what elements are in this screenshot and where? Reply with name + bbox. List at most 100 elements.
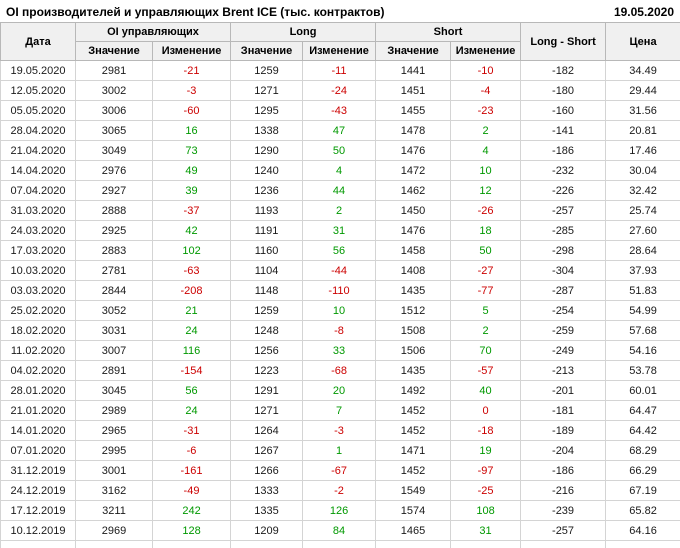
long-change-cell: -110 [302, 280, 377, 301]
short-change-cell: 10 [450, 160, 522, 181]
empty-cell [151, 540, 232, 548]
oi-value-cell: 2927 [75, 180, 153, 201]
date-cell: 03.03.2020 [0, 280, 76, 301]
table-row: 19.05.2020 2981 -21 1259 -11 1441 -10 -182 34.49 [0, 60, 680, 81]
date-cell: 21.01.2020 [0, 400, 76, 421]
long-change-cell: 126 [302, 500, 377, 521]
long-short-cell: -141 [520, 120, 607, 141]
long-change-cell: 44 [302, 180, 377, 201]
table-row: 17.03.2020 2883 102 1160 56 1458 50 -298 28.64 [0, 240, 680, 261]
price-cell: 17.46 [605, 140, 680, 161]
long-change-cell: 7 [302, 400, 377, 421]
oi-value-cell: 2891 [75, 360, 153, 381]
table-row: 07.01.2020 2995 -6 1267 1 1471 19 -204 68.29 [0, 440, 680, 461]
price-cell: 27.60 [605, 220, 680, 241]
short-change-cell: 12 [450, 180, 522, 201]
short-change-cell: 2 [450, 120, 522, 141]
oi-change-cell: -31 [151, 420, 232, 441]
col-header-date: Дата [0, 22, 76, 61]
oi-value-cell: 3052 [75, 300, 153, 321]
empty-cell [0, 540, 76, 548]
price-cell: 66.29 [605, 460, 680, 481]
col-subheader-long-change: Изменение [302, 41, 377, 61]
date-cell: 19.05.2020 [0, 60, 76, 81]
short-value-cell: 1549 [375, 480, 452, 501]
oi-change-cell: 24 [151, 400, 232, 421]
long-value-cell: 1104 [230, 260, 304, 281]
oi-value-cell: 2995 [75, 440, 153, 461]
price-cell: 57.68 [605, 320, 680, 341]
long-short-cell: -304 [520, 260, 607, 281]
long-short-cell: -249 [520, 340, 607, 361]
short-change-cell: 31 [450, 520, 522, 541]
long-change-cell: 50 [302, 140, 377, 161]
col-group-long: Long [230, 22, 377, 42]
short-change-cell: -57 [450, 360, 522, 381]
table-row: 18.02.2020 3031 24 1248 -8 1508 2 -259 57.68 [0, 320, 680, 341]
empty-cell [520, 540, 607, 548]
oi-change-cell: -60 [151, 100, 232, 121]
table-row: 10.12.2019 2969 128 1209 84 1465 31 -257 64.16 [0, 520, 680, 541]
short-value-cell: 1512 [375, 300, 452, 321]
date-cell: 04.02.2020 [0, 360, 76, 381]
oi-value-cell: 2969 [75, 520, 153, 541]
long-short-cell: -186 [520, 140, 607, 161]
date-cell: 28.01.2020 [0, 380, 76, 401]
price-cell: 20.81 [605, 120, 680, 141]
long-value-cell: 1266 [230, 460, 304, 481]
oi-value-cell: 3049 [75, 140, 153, 161]
long-value-cell: 1271 [230, 400, 304, 421]
long-change-cell: 47 [302, 120, 377, 141]
short-change-cell: -10 [450, 60, 522, 81]
price-cell: 30.04 [605, 160, 680, 181]
col-subheader-oi-value: Значение [75, 41, 153, 61]
date-cell: 21.04.2020 [0, 140, 76, 161]
price-cell: 68.29 [605, 440, 680, 461]
short-value-cell: 1506 [375, 340, 452, 361]
long-change-cell: -11 [302, 60, 377, 81]
short-value-cell: 1451 [375, 80, 452, 101]
date-cell: 14.04.2020 [0, 160, 76, 181]
long-value-cell: 1271 [230, 80, 304, 101]
short-value-cell: 1408 [375, 260, 452, 281]
long-change-cell: 2 [302, 200, 377, 221]
price-cell: 53.78 [605, 360, 680, 381]
long-value-cell: 1335 [230, 500, 304, 521]
long-change-cell: -67 [302, 460, 377, 481]
oi-change-cell: 16 [151, 120, 232, 141]
table-row: 31.12.2019 3001 -161 1266 -67 1452 -97 -186 66.2… [0, 460, 680, 481]
date-cell: 25.02.2020 [0, 300, 76, 321]
long-value-cell: 1148 [230, 280, 304, 301]
price-cell: 64.16 [605, 520, 680, 541]
short-value-cell: 1435 [375, 360, 452, 381]
date-cell: 05.05.2020 [0, 100, 76, 121]
oi-change-cell: 21 [151, 300, 232, 321]
long-short-cell: -285 [520, 220, 607, 241]
long-value-cell: 1291 [230, 380, 304, 401]
date-cell: 10.03.2020 [0, 260, 76, 281]
long-short-cell: -180 [520, 80, 607, 101]
short-value-cell: 1574 [375, 500, 452, 521]
short-change-cell: 2 [450, 320, 522, 341]
oi-value-cell: 2781 [75, 260, 153, 281]
table-row: 03.03.2020 2844 -208 1148 -110 1435 -77 -287 51.… [0, 280, 680, 301]
col-subheader-short-change: Изменение [450, 41, 522, 61]
oi-value-cell: 3045 [75, 380, 153, 401]
oi-change-cell: -37 [151, 200, 232, 221]
oi-value-cell: 3007 [75, 340, 153, 361]
oi-value-cell: 3006 [75, 100, 153, 121]
long-value-cell: 1193 [230, 200, 304, 221]
date-cell: 31.12.2019 [0, 460, 76, 481]
date-cell: 24.12.2019 [0, 480, 76, 501]
table-row: 28.04.2020 3065 16 1338 47 1478 2 -141 20.81 [0, 120, 680, 141]
table-row: 14.01.2020 2965 -31 1264 -3 1452 -18 -189 64.42 [0, 420, 680, 441]
oi-change-cell: 102 [151, 240, 232, 261]
long-value-cell: 1240 [230, 160, 304, 181]
table-row: 14.04.2020 2976 49 1240 4 1472 10 -232 30.04 [0, 160, 680, 181]
short-value-cell: 1508 [375, 320, 452, 341]
short-value-cell: 1450 [375, 200, 452, 221]
long-change-cell: 20 [302, 380, 377, 401]
table-row: 24.12.2019 3162 -49 1333 -2 1549 -25 -216 67.19 [0, 480, 680, 501]
oi-value-cell: 2888 [75, 200, 153, 221]
short-value-cell: 1455 [375, 100, 452, 121]
